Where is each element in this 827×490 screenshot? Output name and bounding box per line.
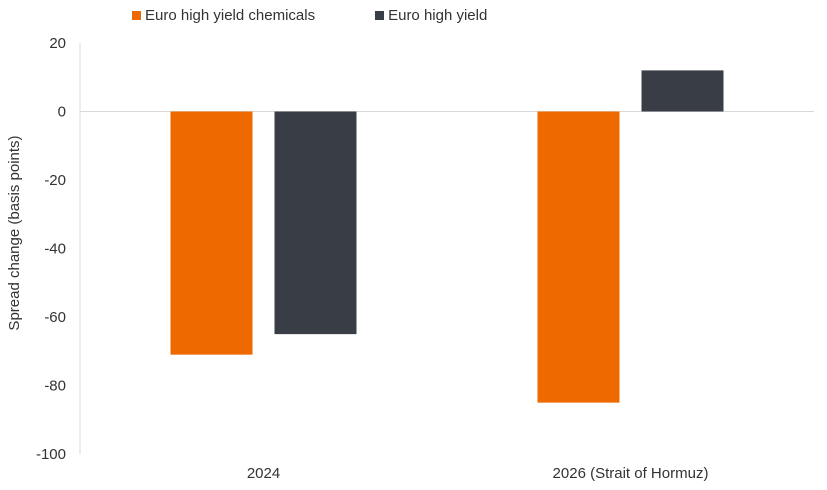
y-tick-label: -40 xyxy=(44,241,66,258)
x-category-label: 2024 xyxy=(247,465,280,482)
legend-item-euro-hy: Euro high yield xyxy=(375,7,487,24)
bar-euro-hy-0 xyxy=(274,111,357,335)
legend-label-chemicals: Euro high yield chemicals xyxy=(145,7,316,24)
chart-labels: 20 0 -20 -40 -60 -80 -100 2024 2026 (Strait of H… xyxy=(36,35,708,482)
bar-chemicals-1 xyxy=(537,111,620,403)
legend-label-euro-hy: Euro high yield xyxy=(388,7,488,24)
chart-legend: Euro high yield chemicals Euro high yiel… xyxy=(132,7,547,24)
x-category-label: 2026 (Strait of Hormuz) xyxy=(553,465,709,482)
y-tick-label: -100 xyxy=(36,446,66,463)
bar-chemicals-0 xyxy=(170,111,253,355)
legend-swatch-chemicals xyxy=(132,11,141,20)
bar-euro-hy-1 xyxy=(641,70,724,112)
y-tick-label: -60 xyxy=(44,309,66,326)
y-tick-label: -20 xyxy=(44,172,66,189)
y-tick-label: 20 xyxy=(49,35,66,52)
y-tick-label: -80 xyxy=(44,378,66,395)
legend-swatch-euro-hy xyxy=(375,11,385,20)
legend-item-chemicals: Euro high yield chemicals xyxy=(132,7,315,24)
chart-bars xyxy=(170,70,724,403)
y-tick-label: 0 xyxy=(58,104,66,121)
y-axis-title: Spread change (basis points) xyxy=(6,135,23,330)
